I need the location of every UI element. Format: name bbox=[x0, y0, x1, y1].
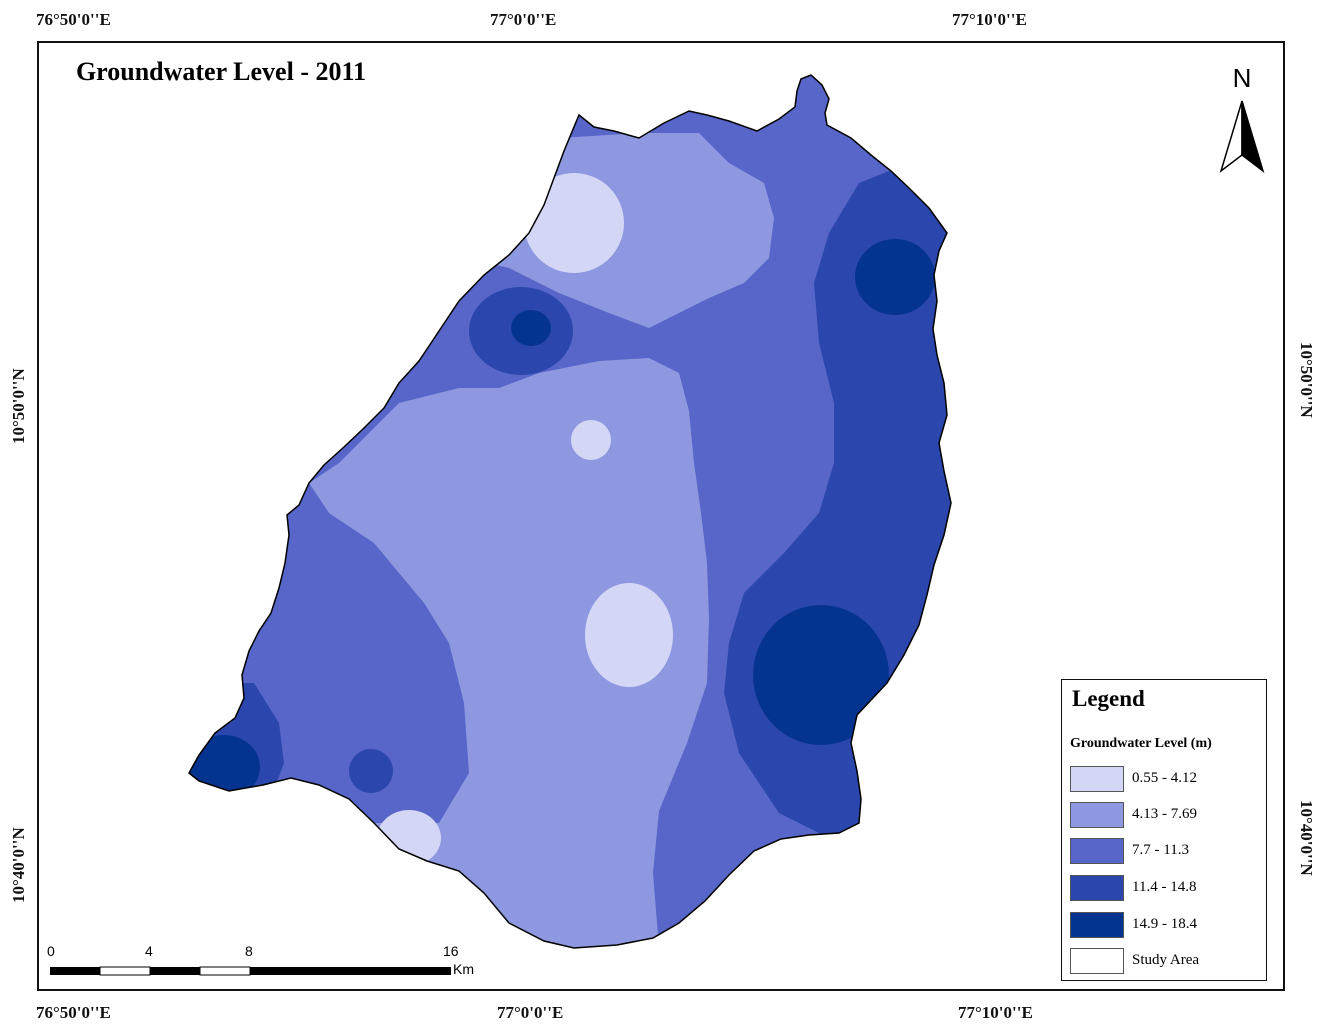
scale-tick-label: 8 bbox=[245, 943, 253, 959]
legend-label: 0.55 - 4.12 bbox=[1132, 770, 1197, 786]
legend-item: 14.9 - 18.4 bbox=[1070, 912, 1260, 940]
coord-top-2: 77°0'0''E bbox=[490, 10, 557, 29]
scale-bar: 0 4 8 16 Km bbox=[47, 943, 474, 983]
zone-11.4-14.8-blob-south bbox=[349, 749, 393, 793]
zone-0.55-4.12-blob-north bbox=[524, 173, 624, 273]
scale-tick-label: 0 bbox=[47, 943, 55, 959]
legend-swatch bbox=[1070, 912, 1124, 938]
legend-swatch bbox=[1070, 875, 1124, 901]
scale-unit: Km bbox=[453, 961, 474, 977]
coord-right-1: 10°50'0''N bbox=[1297, 342, 1316, 418]
coord-left-1: 10°50'0''N bbox=[9, 368, 28, 444]
north-arrow-icon bbox=[1219, 100, 1265, 173]
coord-bottom-1: 76°50'0''E bbox=[36, 1003, 111, 1022]
north-label: N bbox=[1232, 63, 1252, 93]
legend-item: 7.7 - 11.3 bbox=[1070, 838, 1260, 866]
legend: Legend Groundwater Level (m) 0.55 - 4.12… bbox=[1061, 679, 1267, 981]
legend-item: Study Area bbox=[1070, 948, 1260, 976]
coord-bottom-3: 77°10'0''E bbox=[958, 1003, 1033, 1022]
zone-14.9-18.4-blob-north bbox=[511, 310, 551, 346]
map-title: Groundwater Level - 2011 bbox=[75, 57, 367, 86]
zone-0.55-4.12-blob-southwest bbox=[377, 810, 441, 866]
legend-label: 4.13 - 7.69 bbox=[1132, 806, 1197, 822]
map-frame: Groundwater Level - 2011 N Legend Ground… bbox=[37, 41, 1285, 991]
legend-label: Study Area bbox=[1132, 952, 1200, 968]
scale-tick-label: 16 bbox=[443, 943, 459, 959]
legend-label: 14.9 - 18.4 bbox=[1132, 916, 1197, 932]
groundwater-map bbox=[188, 74, 952, 949]
coord-right-2: 10°40'0''N bbox=[1297, 800, 1316, 876]
scale-bar-graphic bbox=[50, 966, 451, 976]
coord-top-1: 76°50'0''E bbox=[36, 10, 111, 29]
zone-0.55-4.12-blob-south bbox=[585, 583, 673, 687]
zone-14.9-18.4-blob-east bbox=[855, 239, 935, 315]
zone-4.13-7.69-central bbox=[309, 358, 709, 948]
legend-label: 7.7 - 11.3 bbox=[1132, 842, 1189, 858]
zone-0.55-4.12-blob-central bbox=[571, 420, 611, 460]
legend-swatch bbox=[1070, 948, 1124, 974]
legend-title: Legend bbox=[1072, 686, 1145, 711]
legend-swatch bbox=[1070, 766, 1124, 792]
legend-item: 4.13 - 7.69 bbox=[1070, 802, 1260, 830]
zone-14.9-18.4-blob-southeast bbox=[753, 605, 889, 745]
coord-left-2: 10°40'0''N bbox=[9, 827, 28, 903]
legend-label: 11.4 - 14.8 bbox=[1132, 879, 1197, 895]
scale-tick-label: 4 bbox=[145, 943, 153, 959]
legend-subtitle: Groundwater Level (m) bbox=[1070, 736, 1212, 751]
north-arrow: N bbox=[1217, 63, 1267, 173]
coord-top-3: 77°10'0''E bbox=[952, 10, 1027, 29]
legend-swatch bbox=[1070, 838, 1124, 864]
legend-swatch bbox=[1070, 802, 1124, 828]
legend-item: 11.4 - 14.8 bbox=[1070, 875, 1260, 903]
legend-item: 0.55 - 4.12 bbox=[1070, 766, 1260, 794]
coord-bottom-2: 77°0'0''E bbox=[497, 1003, 564, 1022]
